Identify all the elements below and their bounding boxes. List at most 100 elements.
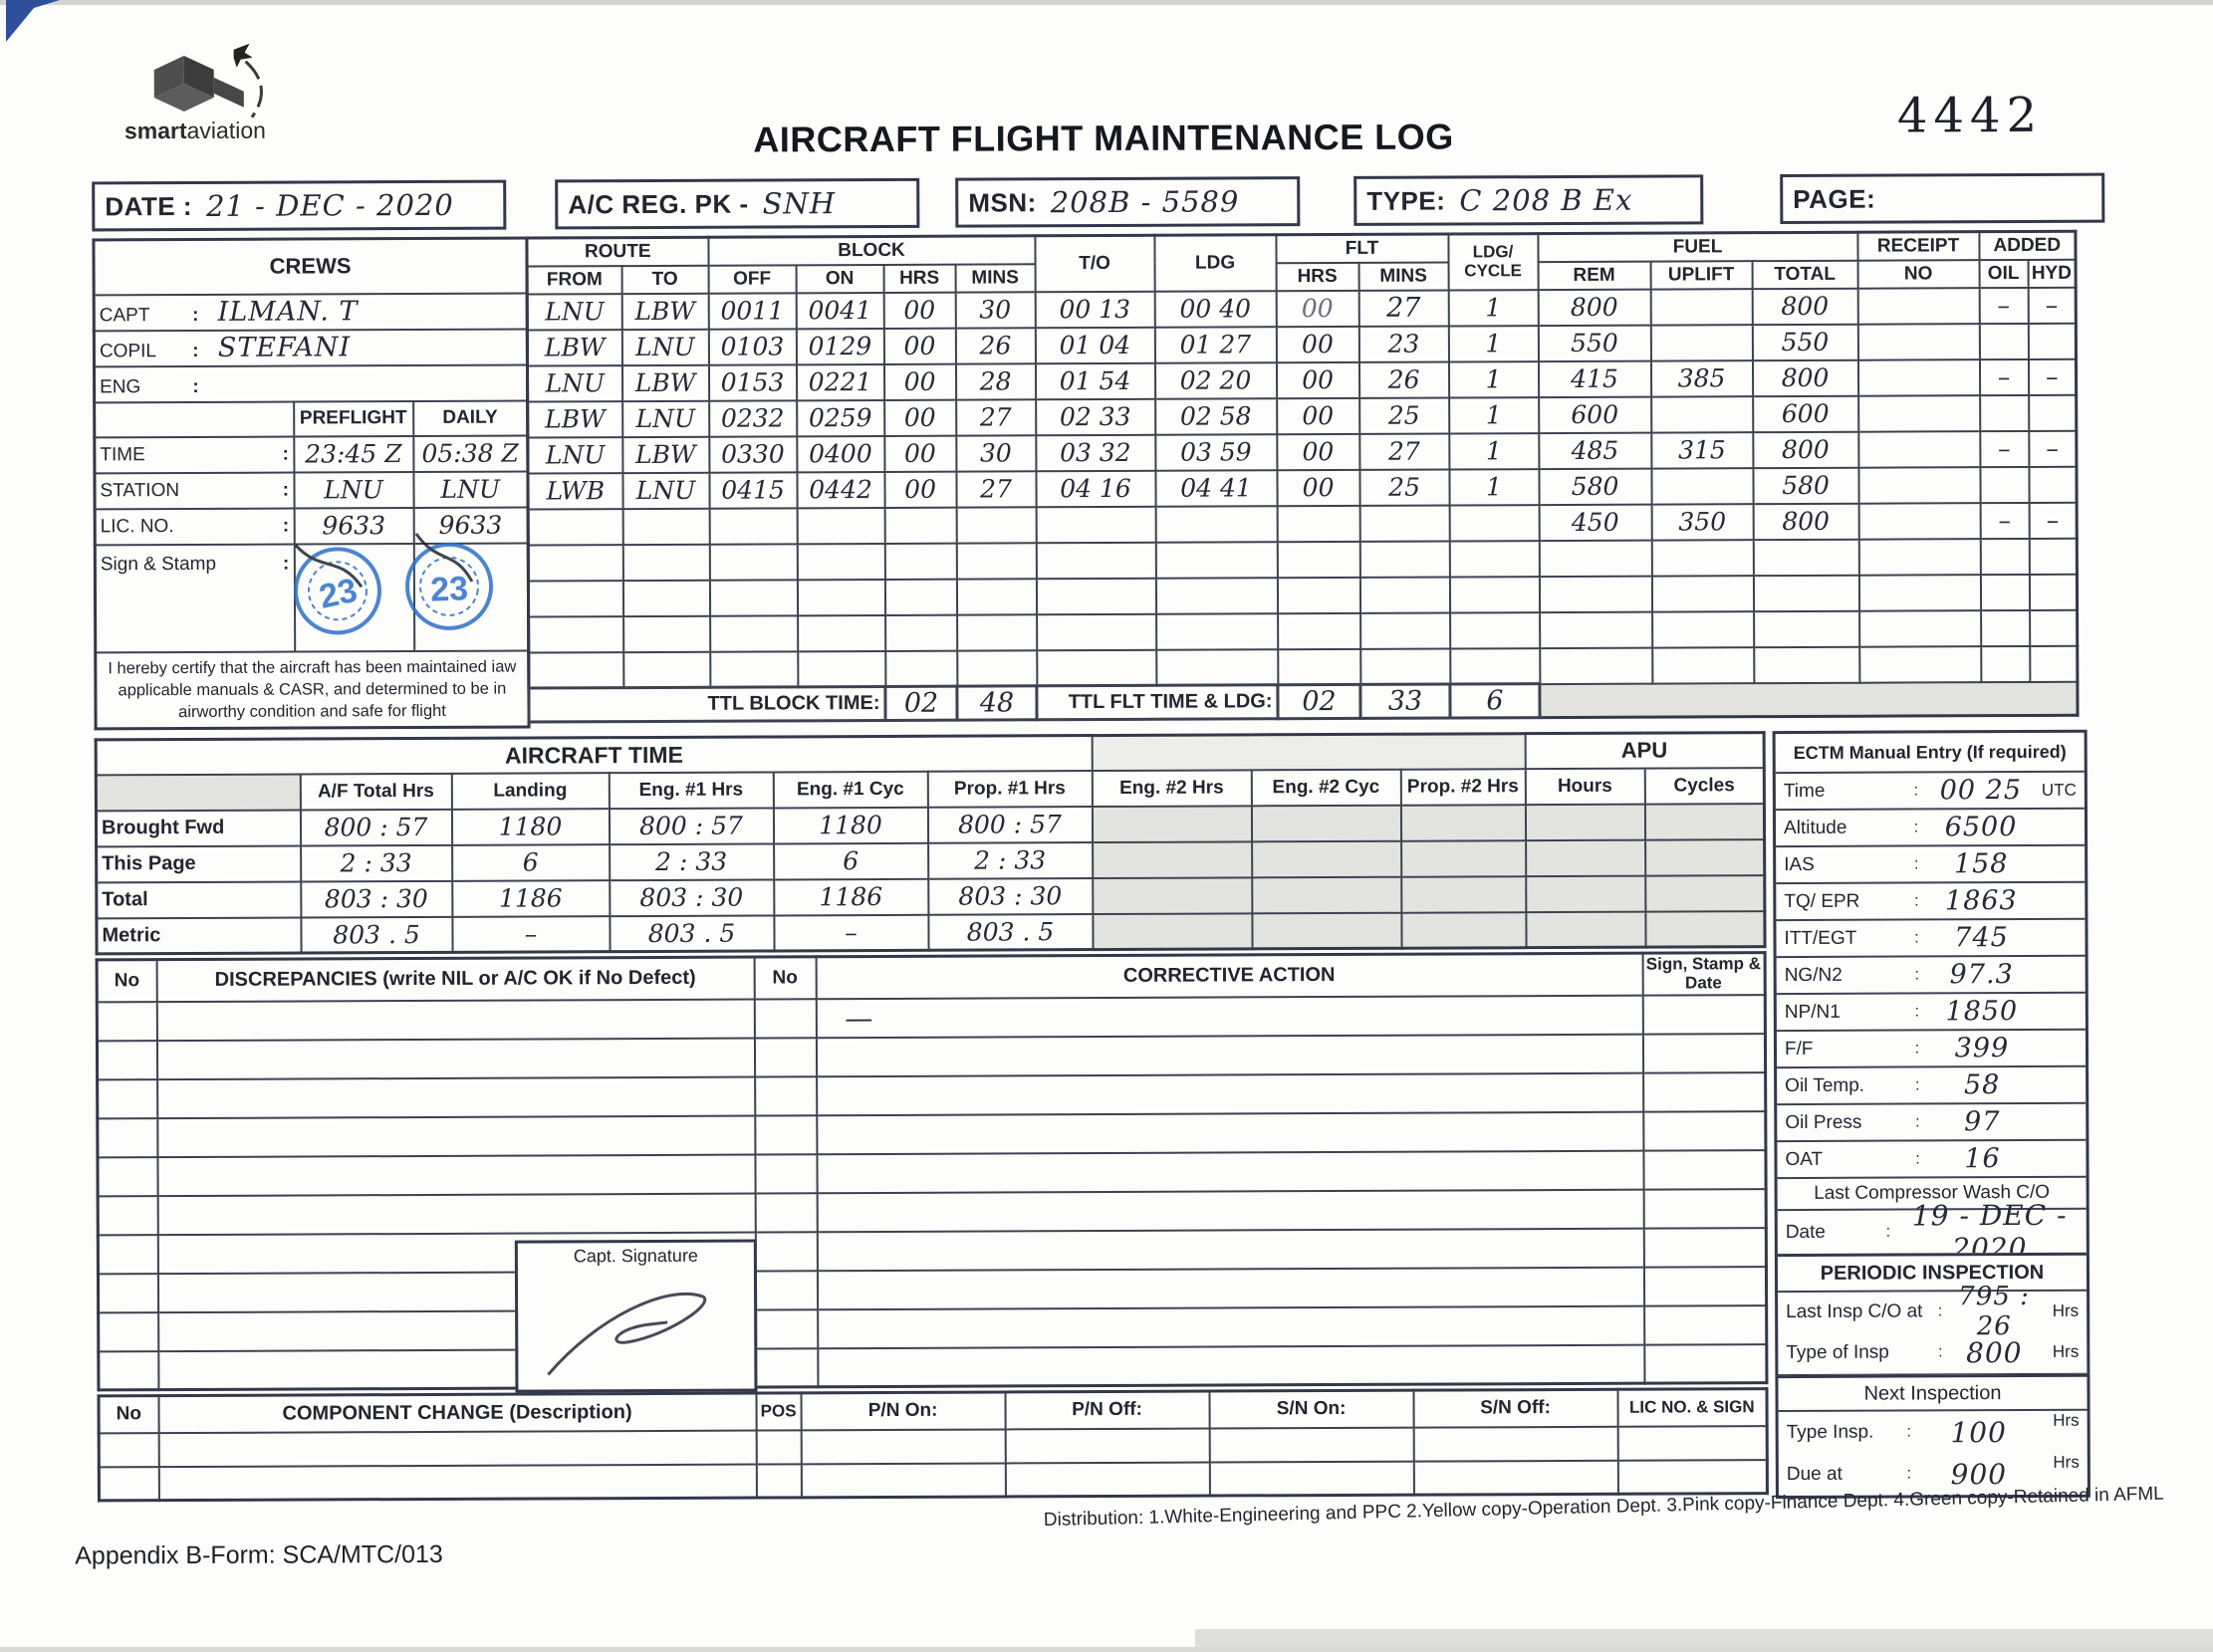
component-change-header: COMPONENT CHANGE (Description) — [158, 1393, 756, 1433]
ectm-row-oil-temp: Oil Temp.: 58 — [1777, 1067, 2086, 1105]
pn-off-header: P/N Off: — [1005, 1391, 1209, 1429]
sign-stamp-label: Sign & Stamp — [101, 553, 216, 576]
comp-no-header: No — [99, 1396, 158, 1433]
form-title: AIRCRAFT FLIGHT MAINTENANCE LOG — [0, 113, 2210, 164]
periodic-inspection-title: PERIODIC INSPECTION — [1778, 1256, 2087, 1293]
aircraft-time-row: Metric 803 . 5– 803 . 5– 803 . 5 — [97, 911, 1765, 954]
from-header: FROM — [527, 266, 621, 294]
takeoff-header: T/O — [1035, 235, 1154, 292]
receipt-header: RECEIPT — [1857, 232, 1979, 261]
next-inspection-panel: Next Inspection Type Insp.: 100 Hrs Due … — [1775, 1374, 2090, 1499]
totals-shaded-cell — [1540, 681, 2078, 717]
col-eng2-cyc: Eng. #2 Cyc — [1251, 769, 1400, 806]
aircraft-reg-label: A/C REG. PK - — [568, 188, 748, 220]
crews-block-table: CREWS CAPT : ILMAN. T COPIL : STEFANI EN… — [92, 237, 530, 731]
added-header: ADDED — [1979, 231, 2076, 259]
station-preflight-value: LNU — [294, 472, 413, 509]
copil-label: COPIL — [100, 341, 187, 362]
station-label-cell: STATION: — [95, 472, 294, 509]
sn-off-header: S/N Off: — [1413, 1389, 1617, 1427]
discrepancies-section: No DISCREPANCIES (write NIL or A/C OK if… — [96, 951, 1766, 1391]
corr-no-header: No — [754, 957, 816, 999]
pos-header: POS — [756, 1393, 801, 1430]
daily-header: DAILY — [413, 400, 528, 436]
flt-hrs-header: HRS — [1276, 262, 1358, 290]
colon: : — [192, 376, 198, 397]
wash-date-label: Date — [1786, 1222, 1875, 1244]
totals-row: TTL BLOCK TIME: 02 48 TTL FLT TIME & LDG… — [529, 681, 2078, 722]
next-type-insp-row: Type Insp.: 100 Hrs — [1779, 1411, 2088, 1454]
ectm-row-oat: OAT: 16 — [1777, 1141, 2086, 1179]
lic-sign-header: LIC NO. & SIGN — [1617, 1389, 1767, 1427]
msn-value: 208B - 5589 — [1051, 184, 1240, 219]
ttl-block-label: TTL BLOCK TIME: — [529, 686, 885, 722]
ldg-cycle-header: LDG/ CYCLE — [1448, 234, 1538, 290]
ttl-flt-ldg: 6 — [1450, 684, 1540, 718]
type-label: TYPE: — [1366, 185, 1445, 216]
form-serial-number: 4442 — [1897, 88, 2043, 144]
discrepancies-table: No DISCREPANCIES (write NIL or A/C OK if… — [96, 951, 1769, 1391]
block-mins-header: MINS — [955, 264, 1035, 292]
to-header: TO — [621, 265, 708, 293]
block-hrs-header: HRS — [883, 264, 955, 292]
ttl-flt-mins: 33 — [1360, 684, 1450, 718]
blank-cell — [95, 401, 294, 437]
receipt-no-header: NO — [1857, 260, 1979, 289]
station-daily-value: LNU — [413, 471, 528, 508]
ectm-row-ng-n2: NG/N2: 97.3 — [1777, 957, 2086, 995]
col-prop1-hrs: Prop. #1 Hrs — [927, 771, 1092, 808]
date-label: DATE : — [105, 190, 192, 221]
certification-text: I hereby certify that the aircraft has b… — [96, 650, 529, 729]
appendix-form-number: Appendix B-Form: SCA/MTC/013 — [75, 1540, 443, 1571]
time-daily-value: 05:38 Z — [413, 435, 528, 472]
col-eng2-hrs: Eng. #2 Hrs — [1092, 770, 1251, 807]
msn-label: MSN: — [968, 187, 1037, 218]
flight-log-table: ROUTE BLOCK T/O LDG FLT LDG/ CYCLE FUEL … — [525, 230, 2079, 724]
capt-row: CAPT : ILMAN. T — [94, 293, 527, 331]
landing-header: LDG — [1154, 235, 1276, 292]
aircraft-reg-box: A/C REG. PK - SNH — [555, 178, 919, 230]
colon: : — [283, 479, 289, 501]
lic-label-cell: LIC. NO.: — [95, 508, 294, 545]
ectm-row-oil-press: Oil Press: 97 — [1777, 1104, 2086, 1142]
fuel-rem-header: REM — [1538, 261, 1650, 289]
off-header: OFF — [708, 265, 796, 293]
eng-label: ENG — [100, 376, 187, 398]
ttl-flt-label: TTL FLT TIME & LDG: — [1037, 685, 1278, 720]
last-insp-row: Last Insp C/O at: 795 : 26 Hrs — [1778, 1292, 2087, 1332]
capt-signature-label: Capt. Signature — [518, 1243, 754, 1268]
svg-text:23: 23 — [429, 570, 468, 608]
col-landing: Landing — [451, 773, 609, 810]
copil-name: STEFANI — [218, 332, 352, 363]
colon: : — [192, 341, 198, 361]
sign-stamp-label-cell: Sign & Stamp: — [95, 544, 294, 652]
colon: : — [282, 443, 288, 465]
component-change-table: No COMPONENT CHANGE (Description) POS P/… — [97, 1387, 1768, 1502]
preflight-stamp: 23 — [288, 539, 387, 643]
ectm-row-tq-epr: TQ/ EPR: 1863 — [1776, 883, 2085, 921]
col-prop2-hrs: Prop. #2 Hrs — [1400, 769, 1525, 806]
blank-corner — [96, 774, 300, 811]
date-value: 21 - DEC - 2020 — [206, 188, 454, 223]
col-af-total: A/F Total Hrs — [300, 773, 451, 810]
flt-header: FLT — [1276, 234, 1448, 263]
date-box: DATE : 21 - DEC - 2020 — [92, 180, 506, 232]
copil-row: COPIL : STEFANI — [94, 329, 527, 366]
aircraft-time-title: AIRCRAFT TIME — [96, 736, 1092, 775]
next-inspection-title: Next Inspection — [1778, 1377, 2087, 1412]
capt-name: ILMAN. T — [218, 296, 359, 328]
type-of-insp-row: Type of Insp: 800 Hrs — [1778, 1331, 2087, 1374]
colon: : — [192, 305, 198, 326]
preflight-header: PREFLIGHT — [294, 401, 413, 437]
colon: : — [283, 515, 289, 537]
type-value: C 208 B Ex — [1459, 183, 1632, 218]
fuel-header: FUEL — [1538, 232, 1857, 261]
capt-signature-mark — [518, 1267, 748, 1385]
type-box: TYPE: C 208 B Ex — [1353, 174, 1703, 226]
apu-cycles-header: Cycles — [1644, 768, 1764, 805]
col-eng1-cyc: Eng. #1 Cyc — [773, 771, 927, 808]
blank-strip — [1092, 734, 1525, 771]
time-preflight-value: 23:45 Z — [294, 436, 413, 473]
